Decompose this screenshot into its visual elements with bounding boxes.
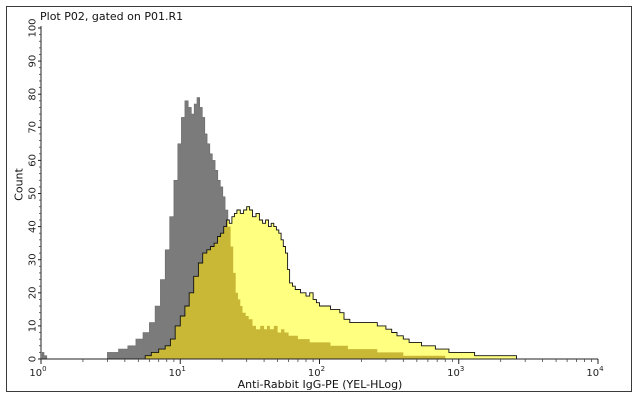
x-tick-label: 102: [308, 365, 325, 379]
series-2-outline: [41, 206, 517, 360]
x-axis-label: Anti-Rabbit IgG-PE (YEL-HLog): [237, 378, 403, 391]
y-tick-label: 10: [28, 320, 39, 333]
y-tick-label: 0: [28, 356, 39, 362]
axes-layer: 0 10 20 30 40 50 60 70 80 90 100 100 101 102 103 104: [28, 18, 605, 379]
y-tick-label: 90: [28, 55, 39, 68]
x-tick-label: 100: [29, 365, 46, 379]
y-tick-label: 20: [28, 286, 39, 299]
x-tick-label: 103: [447, 365, 464, 379]
y-tick-label: 50: [28, 187, 39, 200]
x-tick-label: 101: [169, 365, 186, 379]
x-tick-label: 104: [586, 365, 604, 379]
y-tick-label: 70: [28, 121, 39, 134]
y-tick-label: 80: [28, 88, 39, 101]
y-tick-label: 30: [28, 253, 39, 266]
series-group: [41, 97, 517, 360]
y-tick-label: 100: [28, 18, 39, 37]
y-tick-label: 60: [28, 154, 39, 167]
series-layer: [41, 97, 517, 360]
series-2-area: [41, 206, 517, 359]
y-tick-label: 40: [28, 220, 39, 233]
plot-title: Plot P02, gated on P01.R1: [40, 10, 184, 23]
